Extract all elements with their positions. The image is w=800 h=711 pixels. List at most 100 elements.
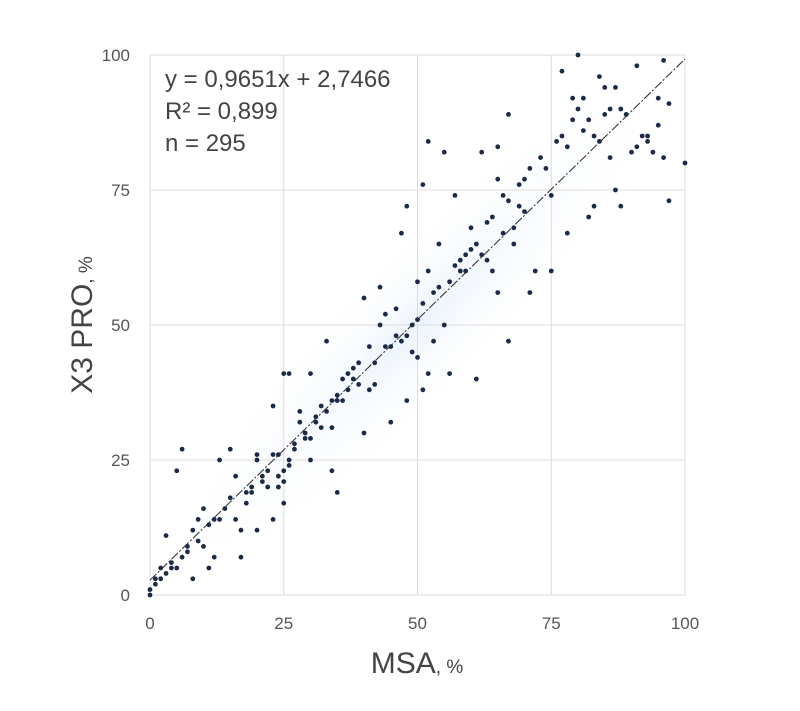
data-point bbox=[259, 473, 265, 479]
data-point bbox=[666, 198, 672, 204]
data-point bbox=[276, 473, 281, 479]
data-point bbox=[634, 144, 640, 150]
data-point bbox=[586, 214, 592, 220]
data-point bbox=[452, 263, 458, 268]
data-point bbox=[607, 155, 613, 161]
data-point bbox=[420, 301, 426, 306]
data-point bbox=[185, 549, 190, 555]
equation-annotation: y = 0,9651x + 2,7466 R² = 0,899 n = 295 bbox=[165, 66, 391, 157]
data-point bbox=[613, 85, 618, 90]
data-point bbox=[334, 392, 340, 398]
data-point bbox=[174, 565, 180, 571]
data-point bbox=[506, 198, 511, 204]
data-point bbox=[602, 112, 608, 117]
data-point bbox=[522, 176, 527, 182]
data-point bbox=[484, 257, 490, 263]
data-point bbox=[324, 409, 329, 414]
data-point bbox=[580, 128, 586, 134]
data-point bbox=[645, 133, 650, 139]
x-tick-label: 50 bbox=[408, 614, 427, 633]
data-point bbox=[276, 452, 281, 457]
data-point bbox=[211, 517, 217, 522]
data-point bbox=[383, 311, 388, 317]
data-point bbox=[645, 139, 650, 144]
data-point bbox=[286, 371, 292, 376]
y-tick-label: 50 bbox=[111, 316, 130, 335]
data-point bbox=[286, 457, 292, 463]
data-point bbox=[179, 554, 185, 560]
data-point bbox=[270, 452, 276, 457]
data-point bbox=[666, 101, 672, 106]
data-point bbox=[575, 52, 581, 58]
data-point bbox=[415, 317, 420, 322]
data-point bbox=[420, 387, 426, 393]
data-point bbox=[270, 517, 276, 522]
data-point bbox=[185, 544, 190, 549]
data-point bbox=[607, 106, 613, 112]
data-point bbox=[372, 382, 378, 387]
data-point bbox=[463, 252, 469, 258]
data-point bbox=[543, 166, 549, 171]
data-point bbox=[613, 187, 618, 193]
data-point bbox=[233, 517, 239, 522]
x-tick-label: 75 bbox=[542, 614, 561, 633]
data-point bbox=[249, 484, 255, 490]
data-point bbox=[639, 133, 645, 139]
data-point bbox=[388, 344, 394, 349]
data-point bbox=[559, 133, 565, 139]
data-point bbox=[227, 446, 233, 452]
data-point bbox=[292, 446, 297, 452]
tick-labels: 0 25 50 75 100 0 25 50 75 100 bbox=[102, 46, 700, 633]
data-point bbox=[431, 290, 436, 295]
data-point bbox=[618, 106, 624, 112]
data-point bbox=[463, 268, 469, 274]
y-axis-title: X3 PRO, % bbox=[66, 256, 99, 394]
data-point bbox=[431, 338, 436, 344]
data-point bbox=[377, 284, 383, 290]
data-point bbox=[425, 139, 431, 144]
grid bbox=[149, 54, 686, 596]
data-point bbox=[554, 139, 559, 144]
data-point bbox=[404, 398, 410, 403]
data-point bbox=[516, 203, 522, 209]
data-point bbox=[457, 268, 463, 274]
data-point bbox=[308, 436, 313, 441]
data-point bbox=[350, 365, 356, 371]
y-tick-label: 0 bbox=[121, 586, 130, 605]
data-point bbox=[297, 419, 303, 425]
data-point bbox=[249, 490, 255, 495]
data-point bbox=[575, 106, 581, 112]
data-point bbox=[522, 209, 527, 215]
data-point bbox=[217, 457, 222, 463]
data-point bbox=[286, 463, 292, 468]
data-point bbox=[655, 122, 661, 128]
data-point bbox=[158, 565, 164, 571]
data-point bbox=[399, 230, 404, 236]
data-point bbox=[650, 149, 656, 155]
data-point bbox=[345, 371, 351, 376]
data-point bbox=[361, 430, 367, 436]
data-point bbox=[527, 290, 533, 295]
data-point bbox=[340, 398, 345, 403]
data-point bbox=[308, 457, 313, 463]
data-point bbox=[500, 230, 506, 236]
data-point bbox=[500, 193, 506, 198]
data-point bbox=[238, 554, 244, 560]
data-point bbox=[281, 371, 287, 376]
data-point bbox=[334, 398, 340, 403]
data-point bbox=[409, 322, 415, 328]
data-point bbox=[350, 376, 356, 382]
data-point bbox=[243, 490, 249, 495]
data-point bbox=[270, 403, 276, 409]
data-point bbox=[490, 268, 495, 274]
data-point bbox=[564, 230, 570, 236]
data-point bbox=[682, 160, 688, 166]
data-point bbox=[265, 468, 271, 474]
data-point bbox=[169, 560, 174, 565]
data-point bbox=[169, 565, 174, 571]
data-point bbox=[591, 203, 597, 209]
x-tick-label: 100 bbox=[671, 614, 699, 633]
data-point bbox=[447, 371, 452, 376]
data-point bbox=[661, 58, 666, 63]
